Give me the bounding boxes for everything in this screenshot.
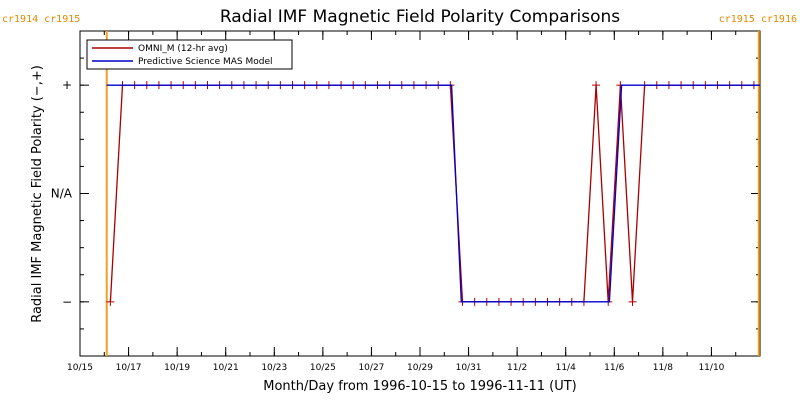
legend-label-omni: OMNI_M (12-hr avg) — [138, 44, 228, 54]
x-tick-label: 10/19 — [164, 363, 190, 373]
legend-box — [86, 39, 293, 70]
series-line-0 — [109, 84, 754, 303]
x-tick-label: 11/2 — [507, 363, 527, 373]
series-point — [106, 297, 115, 306]
x-tick-label: 11/6 — [604, 363, 624, 373]
x-tick-label: 10/29 — [407, 363, 433, 373]
carrington-label: cr1914 cr1915 — [2, 14, 80, 25]
x-tick-label: 10/23 — [261, 363, 287, 373]
x-tick-label: 10/15 — [67, 363, 93, 373]
x-tick-label: 11/8 — [653, 363, 673, 373]
x-tick-label: 11/4 — [556, 363, 576, 373]
y-tick-label: − — [62, 295, 72, 309]
x-tick-label: 10/31 — [456, 363, 482, 373]
series-layer — [106, 81, 760, 306]
minor-ticks — [79, 31, 761, 356]
x-tick-label: 10/21 — [213, 363, 239, 373]
series-point — [628, 297, 637, 306]
legend-label-mas: Predictive Science MAS Model — [138, 57, 273, 67]
x-tick-label: 10/27 — [358, 363, 384, 373]
y-tick-label: + — [62, 78, 72, 92]
y-axis-label: Radial IMF Magnetic Field Polarity (−,+) — [30, 65, 45, 323]
series-line-1 — [106, 84, 760, 303]
x-tick-label: 10/25 — [310, 363, 336, 373]
chart-title: Radial IMF Magnetic Field Polarity Compa… — [220, 7, 620, 27]
x-axis-label: Month/Day from 1996-10-15 to 1996-11-11 … — [263, 379, 576, 394]
x-axis-ticks: 10/15 10/17 10/19 10/21 10/23 10/25 10/27 10/29… — [67, 31, 725, 373]
x-tick-label: 10/17 — [116, 363, 142, 373]
y-tick-label: N/A — [51, 187, 73, 201]
carrington-label: cr1915 cr1916 — [719, 14, 797, 25]
plot-frame — [79, 30, 761, 357]
y-axis-ticks: + N/A − — [51, 30, 760, 357]
series-point — [592, 81, 601, 90]
x-tick-label: 11/10 — [698, 363, 724, 373]
legend: OMNI_M (12-hr avg) Predictive Science MA… — [86, 39, 293, 70]
